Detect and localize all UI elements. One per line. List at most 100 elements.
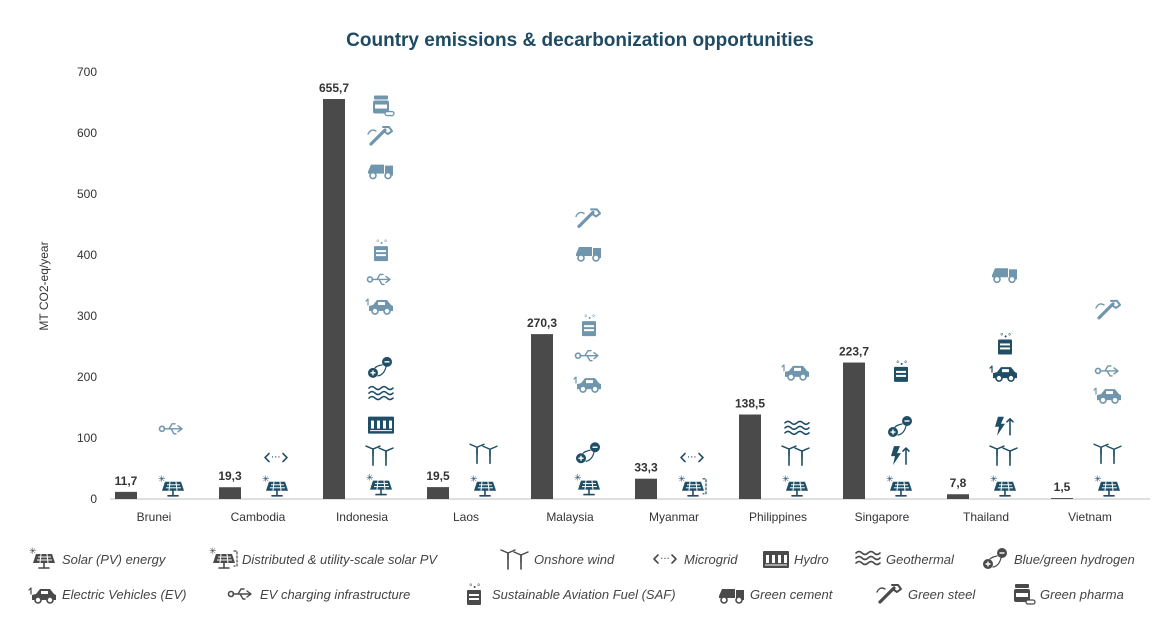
wind-icon [989, 445, 1018, 466]
hydrogen-icon [576, 442, 600, 464]
microgrid-icon: ··· [680, 453, 704, 464]
x-tick-label: Thailand [963, 510, 1009, 524]
svg-text:✳: ✳ [366, 474, 374, 484]
y-tick-label: 300 [77, 309, 97, 323]
bar-malaysia [531, 334, 553, 499]
y-tick-label: 200 [77, 370, 97, 384]
x-tick-label: Malaysia [546, 510, 594, 524]
svg-text:✳: ✳ [886, 475, 894, 485]
svg-text:✳: ✳ [782, 475, 790, 485]
geothermal-icon [368, 385, 394, 401]
bar-philippines [739, 414, 761, 499]
x-tick-label: Indonesia [336, 510, 388, 524]
svg-text:✳: ✳ [470, 475, 478, 485]
x-tick-label: Vietnam [1068, 510, 1112, 524]
chart-title: Country emissions & decarbonization oppo… [346, 30, 814, 51]
wind-icon [1093, 443, 1122, 465]
steel-icon [1095, 299, 1121, 320]
bar-vietnam [1051, 498, 1073, 499]
ev-icon [365, 298, 393, 315]
pharma-icon [373, 95, 395, 117]
distributed-solar-icon: ✳ [678, 475, 707, 497]
cement-icon [576, 246, 601, 262]
solar-pv-icon: ✳ [574, 474, 600, 496]
cement-icon [992, 268, 1017, 284]
x-tick-label: Brunei [137, 510, 172, 524]
svg-text:°∙°: °∙° [584, 314, 595, 322]
hydro-icon [368, 416, 394, 434]
geothermal-icon [784, 420, 810, 436]
bar-singapore [843, 362, 865, 499]
saf-icon: °∙° [894, 360, 908, 382]
wind-icon [469, 443, 498, 465]
y-tick-label: 0 [90, 492, 97, 506]
x-tick-label: Philippines [749, 510, 807, 524]
hydrogen-icon [888, 416, 912, 438]
bar-thailand [947, 494, 969, 499]
x-tick-label: Laos [453, 510, 479, 524]
steel-icon [575, 208, 601, 228]
data-label: 7,8 [950, 476, 967, 490]
steel-icon [367, 126, 393, 146]
ev-charging-icon [366, 273, 391, 286]
ev-charging-icon [1094, 365, 1119, 377]
data-label: 19,5 [426, 469, 450, 483]
svg-text:✳: ✳ [158, 475, 166, 485]
bar-indonesia [323, 99, 345, 499]
solar-pv-icon: ✳ [262, 475, 288, 497]
ev-charging-icon [574, 349, 599, 362]
y-tick-label: 700 [77, 65, 97, 79]
y-axis: 0 100 200 300 400 500 600 700 [77, 65, 97, 506]
ev-icon [781, 364, 809, 381]
svg-text:✳: ✳ [990, 475, 998, 485]
svg-text:°∙°: °∙° [896, 360, 907, 368]
solar-pv-icon: ✳ [366, 474, 392, 496]
data-label: 138,5 [735, 397, 765, 411]
svg-text:···: ··· [687, 453, 697, 464]
svg-text:✳: ✳ [262, 475, 270, 485]
wind-icon [365, 445, 394, 466]
bolt-up-icon [995, 416, 1014, 436]
svg-text:✳: ✳ [1094, 475, 1102, 485]
solar-pv-icon: ✳ [990, 475, 1016, 497]
solar-pv-icon: ✳ [158, 475, 184, 497]
data-label: 11,7 [115, 474, 138, 488]
y-tick-label: 100 [77, 431, 97, 445]
hydrogen-icon [368, 356, 392, 378]
x-tick-label: Singapore [855, 510, 910, 524]
svg-text:°∙°: °∙° [1000, 332, 1011, 340]
data-label: 655,7 [319, 81, 349, 95]
ev-icon [573, 376, 601, 393]
bar-laos [427, 487, 449, 499]
ev-icon [1093, 387, 1121, 404]
x-tick-label: Myanmar [649, 510, 699, 524]
wind-icon [781, 445, 810, 466]
data-label: 223,7 [839, 345, 869, 359]
solar-pv-icon: ✳ [470, 475, 496, 497]
bar-brunei [115, 491, 137, 499]
microgrid-icon: ··· [264, 453, 288, 464]
cement-icon [368, 164, 393, 180]
ev-icon [989, 365, 1017, 382]
saf-icon: °∙° [374, 239, 388, 262]
solar-pv-icon: ✳ [886, 475, 912, 497]
y-tick-label: 500 [77, 187, 97, 201]
ev-charging-icon [158, 423, 183, 435]
svg-text:✳: ✳ [678, 475, 686, 485]
bar-myanmar [635, 478, 657, 499]
data-label: 19,3 [218, 469, 242, 483]
svg-text:✳: ✳ [574, 474, 582, 484]
solar-pv-icon: ✳ [782, 475, 808, 497]
saf-icon: °∙° [998, 332, 1012, 355]
svg-text:···: ··· [271, 453, 281, 464]
bar-cambodia [219, 487, 241, 499]
y-tick-label: 600 [77, 126, 97, 140]
data-label: 33,3 [634, 461, 658, 475]
y-tick-label: 400 [77, 248, 97, 262]
svg-text:°∙°: °∙° [376, 239, 387, 247]
saf-icon: °∙° [582, 314, 596, 337]
data-label: 1,5 [1054, 480, 1071, 494]
bolt-up-icon [891, 446, 910, 466]
data-label: 270,3 [527, 316, 557, 330]
